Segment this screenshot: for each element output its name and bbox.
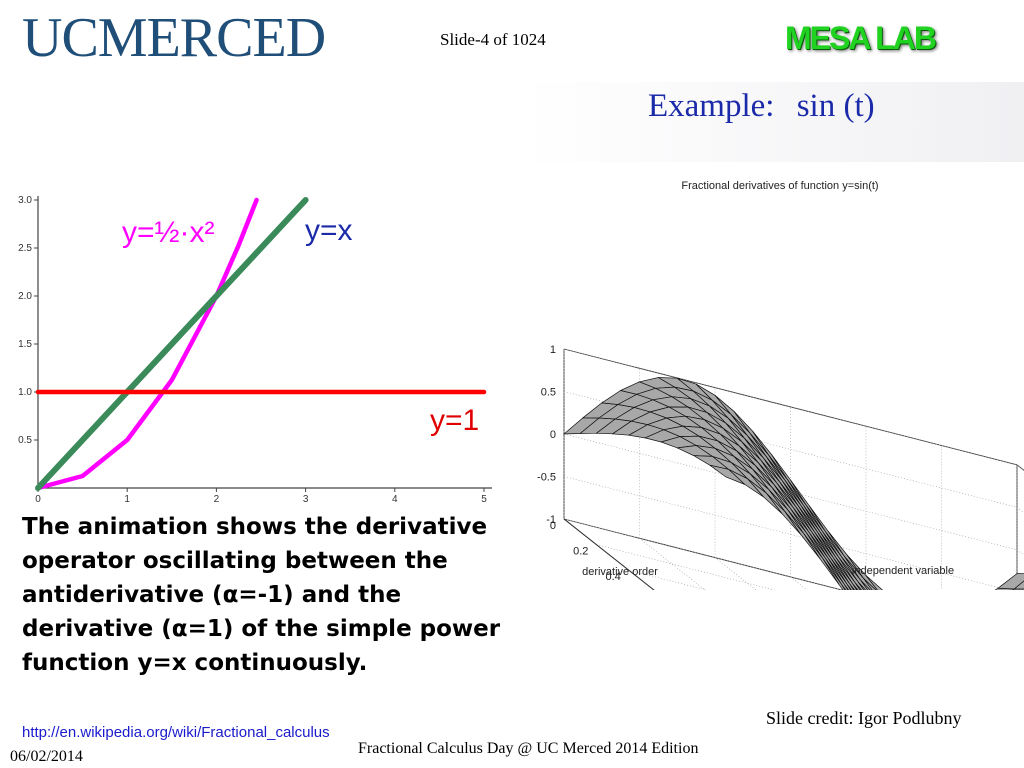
y-axis-label: derivative order xyxy=(582,566,658,578)
x-tick-label: 5 xyxy=(481,494,487,505)
x-tick-label: 2 xyxy=(214,494,220,505)
order-tick-label: 0.2 xyxy=(573,546,588,558)
x-tick-label: 4 xyxy=(392,494,398,505)
y-tick-label: 0.5 xyxy=(18,435,32,446)
y-tick-label: 2.0 xyxy=(18,291,32,302)
surface-cell xyxy=(844,584,849,590)
grid-line xyxy=(596,544,776,590)
surface-cell xyxy=(833,558,858,590)
surface-cell xyxy=(828,558,852,590)
slide-date: 06/02/2014 xyxy=(10,748,83,765)
box-edge xyxy=(563,348,1018,466)
x-tick-label: 3 xyxy=(303,494,309,505)
wikipedia-link[interactable]: http://en.wikipedia.org/wiki/Fractional_… xyxy=(22,724,330,741)
surface-cell xyxy=(844,556,873,590)
x-tick-label: 1 xyxy=(124,494,130,505)
surface-cell xyxy=(836,557,861,590)
uc-merced-logo: UCMERCED xyxy=(22,7,326,69)
example-function: sin (t) xyxy=(796,88,875,124)
z-tick-label: 0 xyxy=(550,429,556,441)
y-tick-label: 1.5 xyxy=(18,339,32,350)
surface-cell xyxy=(852,583,859,590)
y-tick-label: 3.0 xyxy=(18,195,32,206)
surface-cell xyxy=(860,579,871,590)
grid-line xyxy=(628,569,708,590)
series-label-parabola: y=½·x² xyxy=(122,216,215,249)
z-tick-label: -1 xyxy=(546,514,556,526)
z-tick-label: -0.5 xyxy=(537,472,556,484)
grid-line xyxy=(639,538,706,590)
order-tick-label: 0 xyxy=(550,520,556,532)
surface-cell xyxy=(1013,580,1024,590)
z-tick-label: 0.5 xyxy=(541,387,556,399)
surface-cell xyxy=(847,584,852,590)
description-text: The animation shows the derivative opera… xyxy=(22,514,501,676)
order-tick-label: 0.4 xyxy=(606,571,621,583)
surface-cell xyxy=(997,573,1024,590)
example-label: Example: xyxy=(648,88,775,124)
grid-line xyxy=(563,518,843,590)
surface-cell xyxy=(865,575,884,590)
box-edge xyxy=(1016,464,1024,471)
surface-cell xyxy=(863,577,877,590)
surface-cell xyxy=(838,557,865,590)
box-edge xyxy=(563,518,655,590)
series-line xyxy=(35,197,259,491)
title-band xyxy=(520,82,1024,162)
surface-cell xyxy=(849,583,855,590)
surface-cell xyxy=(822,558,846,590)
surface-cell xyxy=(857,581,866,590)
slide-number: Slide-4 of 1024 xyxy=(440,30,546,49)
series-label-constant: y=1 xyxy=(430,404,479,437)
surface-mesh xyxy=(563,377,1024,590)
chart-title: Fractional derivatives of function y=sin… xyxy=(681,180,878,192)
surface-cell xyxy=(855,582,862,590)
surface-cell xyxy=(841,556,869,590)
mesa-lab-logo: MESA LAB xyxy=(785,20,937,56)
y-tick-label: 1.0 xyxy=(18,387,32,398)
surface-cell xyxy=(830,558,855,590)
surface-cell xyxy=(825,558,849,590)
x-axis-label: independent variable xyxy=(852,565,954,577)
y-tick-label: 2.5 xyxy=(18,243,32,254)
grid-line xyxy=(563,518,843,590)
box-edge xyxy=(563,518,844,590)
left-function-chart: 0 1 2 3 4 5 0.5 1.0 1.5 2.0 2.5 3.0 y=½·x² y=x y=1 xyxy=(18,195,492,505)
z-tick-label: 1 xyxy=(550,344,556,356)
grid-line xyxy=(1016,464,1024,471)
surface-cell xyxy=(846,554,878,590)
example-title: Example: sin (t) xyxy=(648,88,875,125)
slide-credit: Slide credit: Igor Podlubny xyxy=(766,708,962,728)
logo-text: UCMERCED xyxy=(22,7,326,69)
footer-text: Fractional Calculus Day @ UC Merced 2014… xyxy=(358,740,699,757)
series-line xyxy=(35,197,309,491)
x-tick-label: 0 xyxy=(35,494,41,505)
surface-chart: Fractional derivatives of function y=sin… xyxy=(537,180,1024,590)
series-label-identity: y=x xyxy=(305,214,353,247)
surface-cell xyxy=(841,584,847,590)
